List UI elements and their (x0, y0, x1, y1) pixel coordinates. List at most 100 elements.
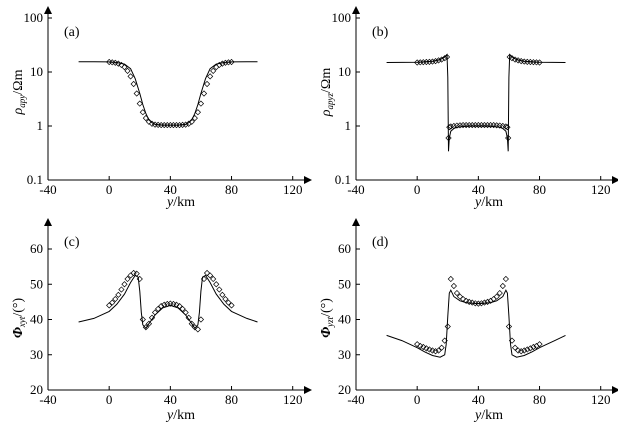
panel-c-data-point (139, 316, 146, 323)
panel-a-data-point (179, 121, 186, 128)
panel-c-data-point (106, 302, 113, 309)
panel-c: -40 0 40 80 120 20 30 40 50 60 (c) Φxyt/(°) y/km (11, 218, 312, 423)
panel-a-data-point (133, 90, 140, 97)
panel-b-data-point (504, 124, 511, 131)
panel-b-data-point (426, 58, 433, 65)
panel-d-x-tick-label: 80 (533, 392, 546, 407)
panel-a-y-tick-label: 100 (24, 10, 44, 25)
panel-c-data-point (109, 299, 116, 306)
panel-a-data-point (219, 60, 226, 67)
panel-d-y-tick-label: 40 (338, 312, 351, 327)
panel-a-x-tick-label: 80 (225, 182, 238, 197)
panel-a-data-point (176, 121, 183, 129)
panel-b-data-point (453, 122, 461, 129)
panel-b-data-point (456, 122, 464, 129)
panel-c-x-axis-label: y/km (165, 408, 195, 423)
panel-a-data-point (188, 118, 195, 125)
panel-a-data-point (222, 59, 229, 66)
panel-a-data-point (118, 61, 125, 69)
panel-c-y-tick-label: 20 (30, 382, 43, 397)
panel-c-marks (78, 269, 258, 333)
panel-a-data-point (182, 121, 189, 128)
panel-c-data-point (115, 291, 122, 298)
panel-c-data-point (210, 275, 217, 283)
panel-a-data-points (106, 58, 235, 129)
panel-a-data-point (194, 109, 201, 116)
panel-c-data-point (228, 302, 235, 309)
panel-d-axes: -40 0 40 80 120 20 30 40 50 60 (338, 218, 618, 407)
panel-a-data-point (115, 60, 122, 67)
panel-a-y-tick-label: 0.1 (27, 172, 43, 187)
panel-d-data-point (447, 275, 454, 283)
panel-c-data-point (222, 295, 229, 303)
panel-c-x-tick-label: 0 (106, 392, 113, 407)
panel-b-y-tick-label: 10 (338, 64, 351, 79)
panel-d-model-curve (386, 289, 566, 358)
panel-b-y-tick-label: 100 (332, 10, 352, 25)
panel-d-y-tick-label: 60 (338, 241, 351, 256)
panel-b-marks (386, 53, 566, 152)
panel-b-data-point (445, 134, 452, 142)
panel-b-data-point (438, 56, 445, 63)
panel-c-data-point (136, 275, 143, 283)
panel-b-x-tick-label: 0 (414, 182, 421, 197)
panel-b-data-point (505, 134, 512, 142)
panel-d-data-point (505, 323, 513, 330)
panel-a-data-point (121, 64, 128, 71)
panel-c-data-point (188, 320, 195, 327)
panel-d-data-point (444, 323, 451, 330)
panel-b-axes: -40 0 40 80 120 0.1 1 10 100 (332, 6, 618, 197)
panel-a-x-tick-label: 120 (283, 182, 303, 197)
panel-d-data-point (453, 289, 461, 297)
panel-d-data-point (423, 345, 430, 352)
panel-b-data-points (414, 53, 543, 142)
panel-d-y-tick-label: 30 (338, 347, 351, 362)
panel-c-data-point (124, 275, 131, 283)
panel-b-data-point (417, 59, 424, 66)
panel-d-data-point (521, 347, 528, 354)
panel-a-axes: -40 0 40 80 120 0.1 1 10 100 (24, 6, 312, 197)
panel-d-data-point (441, 337, 448, 344)
panel-c-data-point (191, 324, 198, 331)
panel-a-data-point (197, 100, 205, 107)
panel-b-data-point (443, 53, 451, 61)
panel-d-data-point (463, 297, 470, 304)
panel-a-x-axis-label: y/km (165, 195, 195, 210)
panel-d-x-tick-label: 120 (591, 392, 611, 407)
panel-d-label: (d) (372, 235, 389, 250)
panel-d-x-tick-label: 0 (414, 392, 421, 407)
panel-d-data-point (426, 346, 433, 353)
panel-a-data-point (139, 109, 146, 116)
panel-c-data-point (133, 270, 140, 277)
panel-d-data-point (432, 348, 439, 355)
panel-c-data-point (173, 301, 180, 308)
panel-c-y-tick-label: 30 (30, 347, 43, 362)
panel-b-data-point (536, 59, 543, 66)
panel-a: -40 0 40 80 120 0.1 1 10 100 (a) ρapy/Ωm y/km (11, 6, 312, 210)
panel-d-data-point (511, 344, 519, 351)
panel-c-data-point (213, 281, 220, 288)
panel-c-data-point (112, 295, 119, 303)
panel-a-data-point (130, 80, 137, 88)
panel-d: -40 0 40 80 120 20 30 40 50 60 (d) Φyzt/(°) y/km (319, 218, 618, 423)
panel-c-data-point (219, 291, 226, 298)
panel-b-x-tick-label: 80 (533, 182, 546, 197)
panel-d-x-axis-label: y/km (473, 408, 503, 423)
panel-a-x-tick-label: -40 (39, 182, 56, 197)
panel-c-axes: -40 0 40 80 120 20 30 40 50 60 (30, 218, 312, 407)
panel-d-data-points (414, 275, 543, 355)
panel-a-data-point (225, 59, 232, 66)
panel-c-data-point (203, 269, 211, 277)
panel-c-data-point (194, 326, 201, 333)
panel-a-data-point (145, 118, 153, 125)
panel-a-marks (78, 58, 258, 129)
panel-c-x-tick-label: 80 (225, 392, 238, 407)
panel-c-data-point (200, 275, 208, 283)
panel-b-data-point (432, 58, 439, 65)
panel-a-model-curve (78, 61, 258, 126)
panel-a-data-point (207, 73, 214, 80)
panel-d-data-point (420, 343, 427, 351)
panel-a-data-point (191, 115, 198, 122)
panel-d-data-point (524, 346, 531, 353)
panel-b-data-point (508, 55, 516, 62)
